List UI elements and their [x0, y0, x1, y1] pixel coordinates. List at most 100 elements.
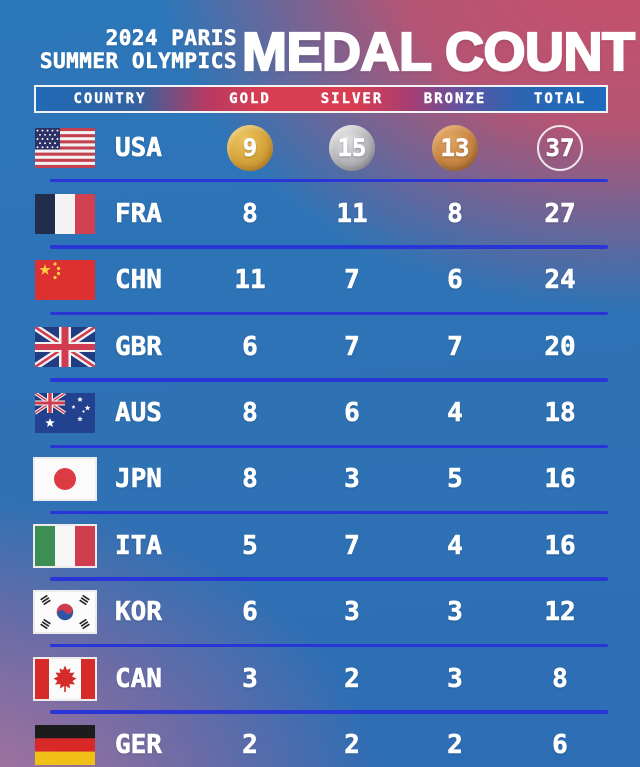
- total-count: 27: [544, 198, 576, 230]
- row-separator: [50, 245, 608, 249]
- gold-count: 6: [242, 331, 258, 362]
- silver-count: 7: [344, 331, 360, 362]
- total-count: 12: [544, 597, 576, 628]
- country-flag: [35, 658, 95, 699]
- gold-count: 8: [242, 198, 258, 230]
- medal-table-body: USA 9 15 13 37 FRA 8 11 8 27: [0, 113, 640, 767]
- total-count: 20: [544, 331, 576, 362]
- country-code: KOR: [115, 597, 163, 628]
- gold-count: 6: [242, 597, 258, 628]
- country-code: GBR: [115, 331, 163, 362]
- bronze-count: 4: [447, 530, 463, 562]
- column-header-gold: GOLD: [229, 91, 271, 107]
- country-flag: [35, 525, 95, 566]
- page-title: MEDAL COUNT: [241, 21, 636, 83]
- silver-count: 2: [344, 663, 360, 694]
- column-header-bronze: BRONZE: [423, 91, 487, 107]
- country-code: GER: [115, 730, 163, 761]
- table-row: CHN 11 7 6 24: [0, 249, 640, 312]
- row-separator: [50, 577, 608, 581]
- total-count: 8: [552, 663, 568, 694]
- silver-count: 7: [344, 265, 360, 296]
- total-count: 37: [537, 124, 583, 171]
- total-ring-icon: 37: [537, 124, 583, 171]
- table-row: FRA 8 11 8 27: [0, 182, 640, 245]
- gold-count: 9: [227, 124, 273, 171]
- column-header-total: TOTAL: [533, 91, 587, 107]
- bronze-count: 3: [447, 663, 463, 694]
- country-flag: [35, 326, 95, 367]
- event-line2: SUMMER OLYMPICS: [39, 49, 237, 73]
- total-count: 16: [544, 530, 576, 562]
- table-row: KOR 6 3 3 12: [0, 581, 640, 644]
- bronze-count: 8: [447, 198, 463, 230]
- flag-gbr-icon: [35, 326, 95, 367]
- silver-count: 15: [329, 124, 375, 171]
- column-header-bar: COUNTRY GOLD SILVER BRONZE TOTAL: [34, 85, 608, 113]
- country-flag: [35, 127, 95, 168]
- gold-count: 8: [242, 464, 258, 495]
- bronze-count: 7: [447, 331, 463, 362]
- total-count: 16: [544, 464, 576, 495]
- flag-ger-icon: [35, 725, 95, 766]
- row-separator: [50, 643, 608, 648]
- table-row: JPN 8 3 5 16: [0, 448, 640, 511]
- row-separator: [50, 179, 608, 183]
- silver-medal-icon: 15: [329, 124, 375, 171]
- row-separator: [50, 311, 608, 316]
- event-line1: 2024 PARIS: [105, 26, 237, 50]
- table-row: USA 9 15 13 37: [0, 116, 640, 179]
- bronze-count: 5: [447, 464, 463, 495]
- bronze-count: 13: [432, 124, 478, 171]
- country-code: CHN: [115, 265, 163, 296]
- gold-medal-icon: 9: [227, 124, 273, 171]
- country-code: CAN: [115, 663, 163, 694]
- country-code: FRA: [115, 198, 163, 230]
- flag-usa-icon: [35, 127, 95, 168]
- table-row: CAN 3 2 3 8: [0, 647, 640, 710]
- row-separator: [50, 510, 608, 515]
- row-separator: [50, 710, 608, 714]
- bronze-count: 3: [447, 597, 463, 628]
- bronze-count: 6: [447, 265, 463, 296]
- total-count: 18: [544, 398, 576, 429]
- country-flag: [35, 193, 95, 234]
- gold-count: 3: [242, 663, 258, 694]
- flag-can-icon: [35, 658, 95, 699]
- bronze-count: 4: [447, 398, 463, 429]
- flag-aus-icon: [35, 393, 95, 434]
- silver-count: 3: [344, 464, 360, 495]
- flag-chn-icon: [35, 260, 95, 301]
- gold-count: 5: [242, 530, 258, 562]
- flag-kor-icon: [35, 592, 95, 633]
- table-row: GER 2 2 2 6: [0, 714, 640, 767]
- silver-count: 11: [336, 198, 368, 230]
- row-separator: [50, 444, 608, 448]
- column-header-country: COUNTRY: [73, 91, 147, 107]
- column-header-silver: SILVER: [320, 91, 384, 107]
- flag-fra-icon: [35, 193, 95, 234]
- country-flag: [35, 459, 95, 500]
- silver-count: 3: [344, 597, 360, 628]
- flag-jpn-icon: [35, 459, 95, 500]
- country-flag: [35, 725, 95, 766]
- table-row: GBR 6 7 7 20: [0, 315, 640, 378]
- gold-count: 2: [242, 730, 258, 761]
- gold-count: 8: [242, 398, 258, 429]
- silver-count: 6: [344, 398, 360, 429]
- total-count: 6: [552, 730, 568, 761]
- event-title: 2024 PARIS SUMMER OLYMPICS: [39, 26, 237, 73]
- total-count: 24: [544, 265, 576, 296]
- bronze-medal-icon: 13: [432, 124, 478, 171]
- bronze-count: 2: [447, 730, 463, 761]
- country-flag: [35, 260, 95, 301]
- gold-count: 11: [234, 265, 266, 296]
- country-flag: [35, 592, 95, 633]
- country-code: JPN: [115, 464, 163, 495]
- silver-count: 2: [344, 730, 360, 761]
- flag-ita-icon: [35, 525, 95, 566]
- country-code: ITA: [115, 530, 163, 562]
- row-separator: [50, 378, 608, 382]
- silver-count: 7: [344, 530, 360, 562]
